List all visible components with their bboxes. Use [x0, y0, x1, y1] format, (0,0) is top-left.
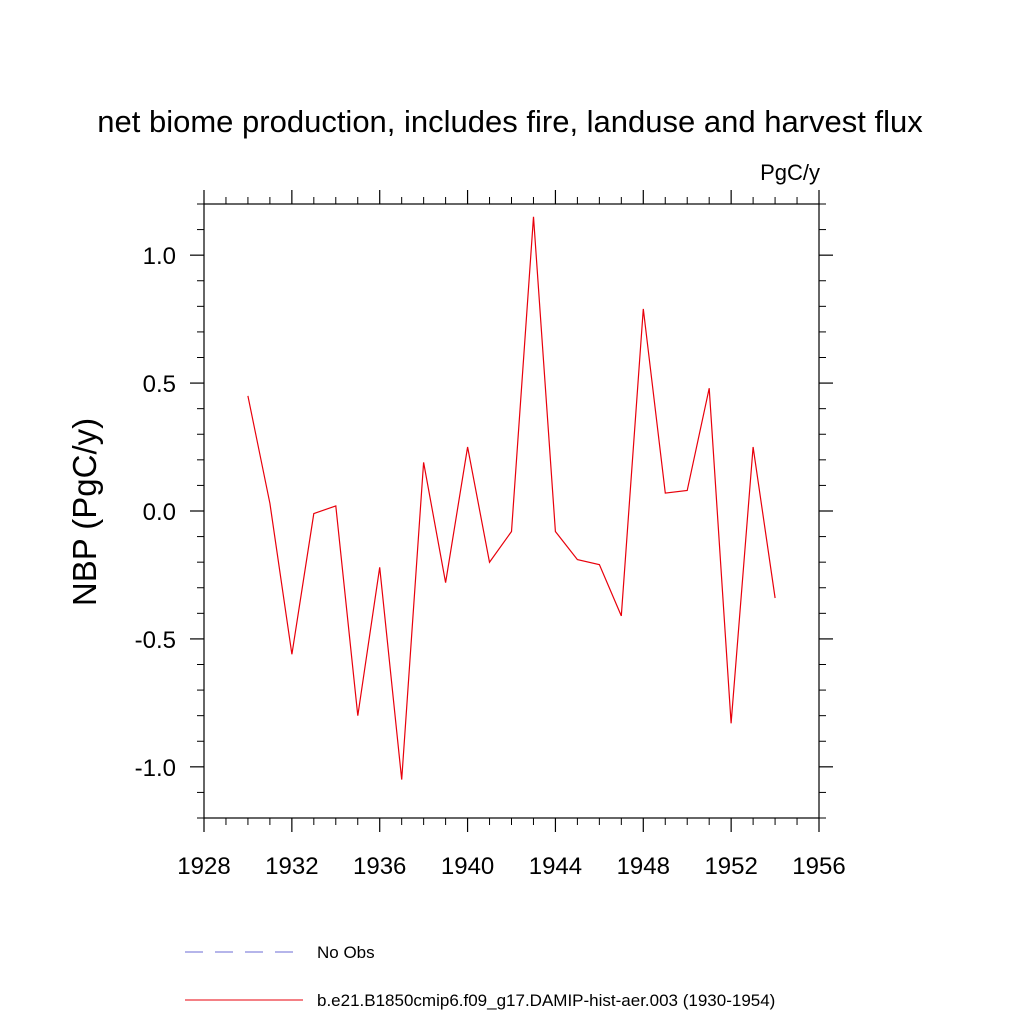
- series-line: [247, 216, 776, 780]
- y-axis-label: NBP (PgC/y): [66, 418, 103, 606]
- axis-ticks: 1928 1932 1936 1940 1944 1948 1952 1956 -1.0 -0.5…: [135, 190, 846, 880]
- x-tick-label: 1932: [265, 853, 318, 880]
- legend: No Obs b.e21.B1850cmip6.f09_g17.DAMIP-his…: [185, 943, 775, 1010]
- series-layer: [247, 216, 776, 780]
- y-tick-label: -1.0: [135, 755, 176, 782]
- x-tick-label: 1952: [704, 853, 757, 880]
- units-label: PgC/y: [760, 160, 820, 185]
- x-tick-label: 1936: [353, 853, 406, 880]
- legend-label: No Obs: [317, 943, 375, 962]
- x-tick-label: 1928: [177, 853, 230, 880]
- chart-title: net biome production, includes fire, lan…: [97, 104, 923, 139]
- y-tick-label: -0.5: [135, 627, 176, 654]
- x-tick-label: 1940: [441, 853, 494, 880]
- x-tick-label: 1956: [792, 853, 845, 880]
- x-tick-label: 1948: [617, 853, 670, 880]
- plot-frame: [203, 203, 820, 819]
- legend-label: b.e21.B1850cmip6.f09_g17.DAMIP-hist-aer.…: [317, 991, 775, 1010]
- y-tick-label: 0.5: [143, 371, 176, 398]
- y-tick-label: 1.0: [143, 243, 176, 270]
- x-tick-label: 1944: [529, 853, 582, 880]
- y-tick-label: 0.0: [143, 499, 176, 526]
